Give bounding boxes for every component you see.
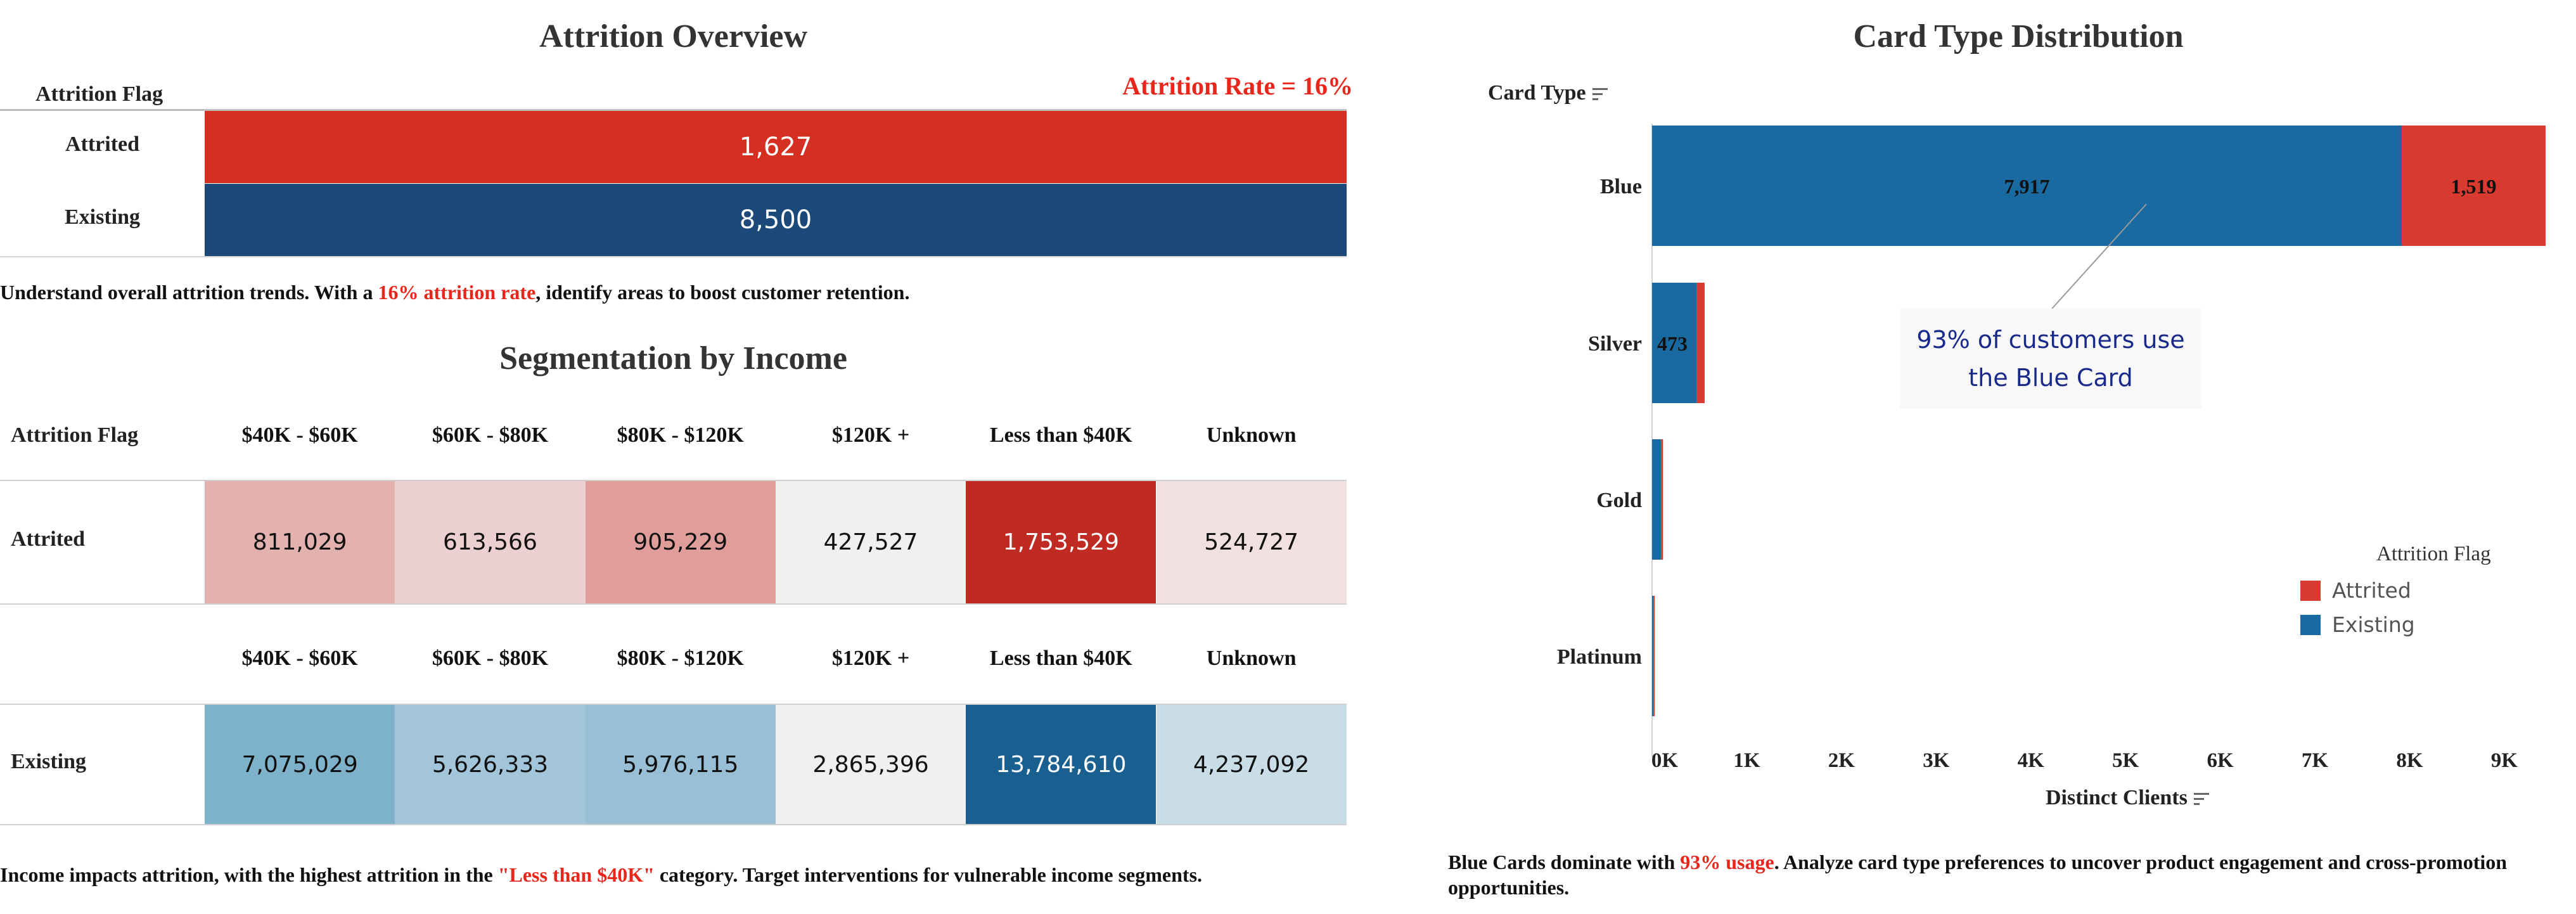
income-col-header: $60K - $80K — [432, 647, 549, 670]
overview-note: Understand overall attrition trends. Wit… — [0, 281, 910, 304]
income-rule — [0, 704, 1347, 705]
x-tick-label: 2K — [1828, 749, 1855, 772]
annotation-line1: 93% of customers use — [1916, 326, 2185, 354]
card-type-label-silver: Silver — [1588, 332, 1642, 356]
income-row-label-attrited: Attrited — [11, 527, 86, 551]
income-cell[interactable]: 427,527 — [775, 481, 966, 603]
bar-existing-platinum[interactable] — [1652, 596, 1654, 716]
x-tick-label: 5K — [2112, 749, 2139, 772]
card-type-note: Blue Cards dominate with 93% usage. Anal… — [1448, 851, 2508, 899]
bar-attrited-silver[interactable] — [1696, 283, 1705, 403]
income-rule — [0, 603, 1347, 605]
blue-card-annotation: 93% of customers use the Blue Card — [1900, 309, 2201, 409]
legend-swatch-existing — [2300, 614, 2321, 635]
income-col-header: Unknown — [1206, 423, 1297, 447]
income-col-header: $80K - $120K — [617, 423, 744, 447]
x-tick-label: 7K — [2302, 749, 2329, 772]
income-col-header: $60K - $80K — [432, 423, 549, 447]
income-cell[interactable]: 1,753,529 — [966, 481, 1157, 603]
income-cell[interactable]: 7,075,029 — [205, 705, 395, 824]
income-cell[interactable]: 524,727 — [1156, 481, 1347, 603]
income-col-header: $80K - $120K — [617, 647, 744, 670]
income-note: Income impacts attrition, with the highe… — [0, 863, 1203, 886]
bar-existing-blue[interactable] — [1652, 126, 2402, 246]
overview-row-label-attrited: Attrited — [65, 132, 140, 156]
income-rule — [0, 824, 1347, 825]
income-cell[interactable]: 2,865,396 — [775, 705, 966, 824]
card-type-label-blue: Blue — [1600, 175, 1642, 198]
income-cell[interactable]: 5,976,115 — [585, 705, 776, 824]
income-col-header: $120K + — [831, 647, 910, 670]
sort-icon[interactable] — [2193, 792, 2212, 807]
income-col-header: $40K - $60K — [241, 647, 358, 670]
attrition-overview-title: Attrition Overview — [539, 18, 808, 55]
data-label-attrited-blue: 1,519 — [2451, 175, 2497, 198]
x-tick-label: 3K — [1923, 749, 1950, 772]
income-col-header: $120K + — [831, 423, 910, 447]
x-tick-label: 9K — [2491, 749, 2518, 772]
attrition-rate-label: Attrition Rate = 16% — [1122, 72, 1353, 100]
legend-title: Attrition Flag — [2376, 543, 2491, 565]
card-type-title: Card Type Distribution — [1853, 18, 2184, 55]
annotation-line2: the Blue Card — [1968, 364, 2133, 392]
income-title: Segmentation by Income — [499, 340, 847, 377]
bar-attrited-gold[interactable] — [1661, 439, 1663, 560]
x-axis-title: Distinct Clients — [2046, 786, 2212, 810]
card-type-label-platinum: Platinum — [1557, 645, 1642, 669]
income-col-header: Unknown — [1206, 647, 1297, 670]
x-tick-label: 1K — [1733, 749, 1760, 772]
bar-existing-silver[interactable] — [1652, 283, 1697, 403]
overview-bottom-rule — [0, 256, 1347, 257]
legend-swatch-attrited — [2300, 580, 2321, 601]
x-tick-label: 8K — [2396, 749, 2423, 772]
data-label-existing-blue: 7,917 — [2004, 175, 2050, 198]
data-label-existing-silver: 473 — [1657, 332, 1688, 355]
attrition-flag-header: Attrition Flag — [35, 82, 163, 106]
card-type-axis-label: Card Type — [1488, 81, 1610, 105]
income-row-header: Attrition Flag — [11, 423, 139, 447]
income-rule — [0, 480, 1347, 481]
income-cell[interactable]: 5,626,333 — [395, 705, 586, 824]
annotation-pointer — [2051, 203, 2147, 309]
overview-row-label-existing: Existing — [64, 205, 141, 229]
legend-item-attrited[interactable]: Attrited — [2300, 578, 2411, 603]
legend-item-existing[interactable]: Existing — [2300, 612, 2415, 637]
card-type-chart: Blue 7,917 1,519 Silver 473 Gold Platinum 0K 1K 2… — [1557, 124, 2546, 772]
income-col-header: Less than $40K — [989, 647, 1132, 670]
bar-attrited-blue[interactable] — [2402, 126, 2546, 246]
income-cell[interactable]: 4,237,092 — [1156, 705, 1347, 824]
income-cell[interactable]: 811,029 — [205, 481, 395, 603]
overview-top-rule — [0, 109, 1347, 111]
bar-existing-gold[interactable] — [1652, 439, 1662, 560]
card-type-label-gold: Gold — [1596, 489, 1642, 512]
income-cell[interactable]: 613,566 — [395, 481, 586, 603]
income-cell[interactable]: 13,784,610 — [966, 705, 1157, 824]
x-tick-label: 0K — [1651, 749, 1679, 772]
income-col-header: Less than $40K — [989, 423, 1132, 447]
income-cell[interactable]: 905,229 — [585, 481, 776, 603]
sort-icon[interactable] — [1591, 87, 1610, 102]
income-row-label-existing: Existing — [11, 750, 87, 773]
bar-attrited-platinum[interactable] — [1653, 596, 1655, 716]
overview-bar-existing[interactable]: 8,500 — [205, 184, 1347, 256]
income-col-header: $40K - $60K — [241, 423, 358, 447]
x-tick-label: 6K — [2207, 749, 2234, 772]
x-tick-label: 4K — [2018, 749, 2045, 772]
overview-bar-attrited[interactable]: 1,627 — [205, 111, 1347, 183]
